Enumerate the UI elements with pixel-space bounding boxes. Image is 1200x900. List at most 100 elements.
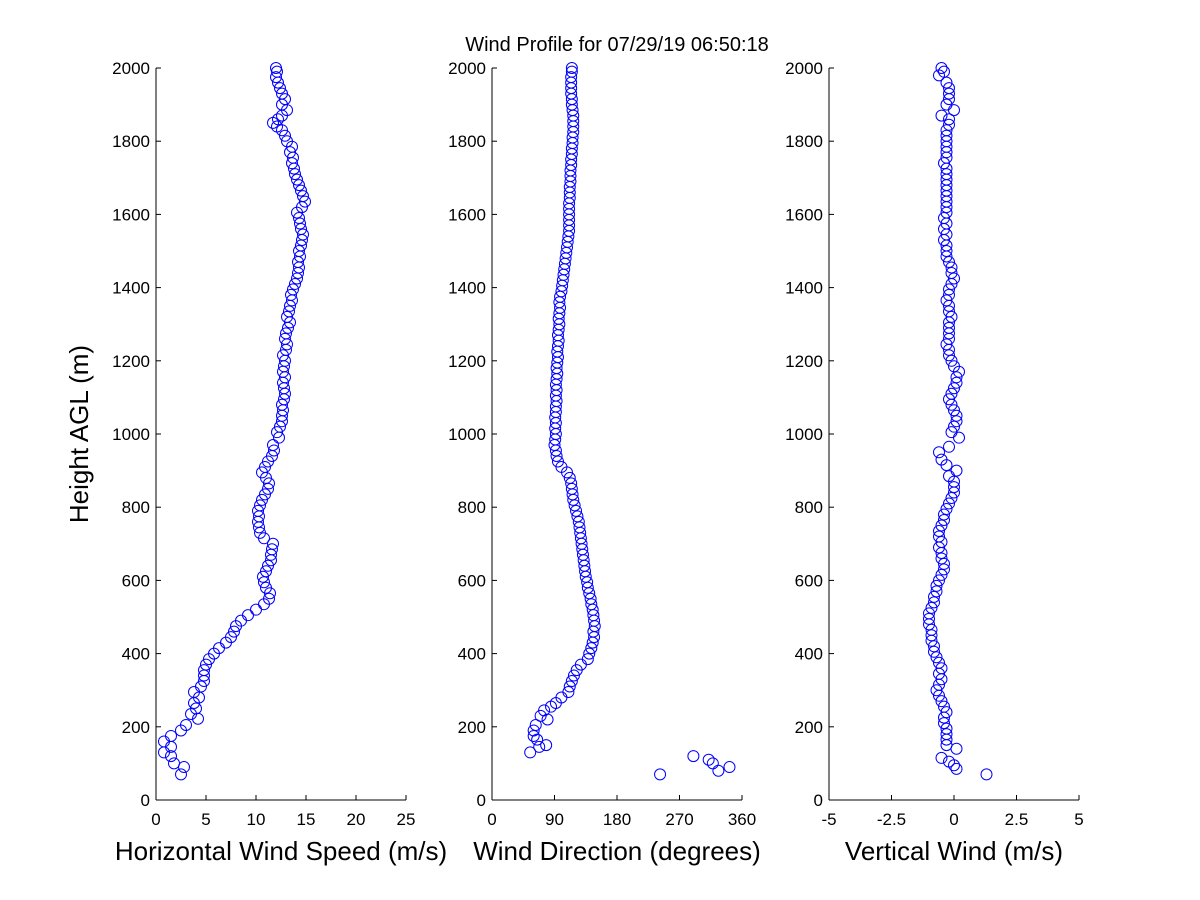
vertical-wind-data-point	[943, 349, 955, 362]
horizontal-wind-speed-y-tick-label: 1800	[112, 132, 150, 151]
vertical-wind-data-point	[938, 508, 950, 521]
vertical-wind-data-point	[948, 404, 960, 417]
vertical-wind-data-point	[943, 255, 955, 268]
vertical-wind-data-point	[945, 310, 958, 323]
wind-direction-y-tick-label: 1400	[448, 279, 486, 298]
vertical-wind-data-point	[943, 288, 955, 301]
horizontal-wind-speed-data-point	[270, 62, 282, 74]
horizontal-wind-speed-data-point	[271, 426, 283, 439]
vertical-wind-data-point	[980, 768, 993, 781]
vertical-wind-data-point	[940, 76, 953, 89]
horizontal-wind-speed-x-tick-label: 15	[297, 810, 316, 829]
wind-direction-y-tick-label: 400	[458, 645, 486, 664]
vertical-wind-data-point	[940, 338, 953, 351]
vertical-wind-data-point	[933, 446, 945, 459]
horizontal-wind-speed-data-point	[250, 603, 262, 616]
vertical-wind-data-point	[938, 700, 950, 713]
wind-direction-data-point	[687, 750, 700, 763]
vertical-wind-data-point	[943, 118, 955, 131]
wind-direction-data-point	[581, 653, 594, 666]
vertical-wind-data-point	[935, 695, 948, 708]
wind-direction-data-point	[702, 753, 715, 766]
vertical-wind-data-point	[935, 662, 948, 675]
horizontal-wind-speed-data-point	[262, 559, 274, 572]
horizontal-wind-speed-panel: 0 200 400 600 800 1000 1200 1400 1600 1800 2000 0 5 1…	[64, 59, 447, 866]
horizontal-wind-speed-data-point	[279, 129, 291, 142]
horizontal-wind-speed-data-point	[297, 228, 309, 241]
horizontal-wind-speed-data-point	[271, 120, 283, 133]
wind-direction-data-point	[524, 746, 537, 759]
vertical-wind-data-point	[930, 684, 943, 697]
wind-direction-data-point	[572, 515, 585, 528]
wind-direction-x-axis-label: Wind Direction (degrees)	[473, 836, 761, 866]
vertical-wind-data-point	[930, 651, 943, 664]
wind-direction-data-point	[565, 71, 578, 84]
vertical-wind-data-point	[938, 65, 950, 78]
wind-direction-y-tick-label: 600	[458, 571, 486, 590]
wind-direction-data-point	[565, 477, 578, 490]
horizontal-wind-speed-data-point	[195, 680, 207, 693]
vertical-wind-data-point	[935, 109, 948, 122]
vertical-wind-data-point	[940, 503, 953, 516]
wind-direction-data-point	[723, 761, 736, 774]
vertical-wind-data-point	[945, 261, 958, 274]
horizontal-wind-speed-data-point	[294, 217, 306, 230]
vertical-wind-data-point	[943, 497, 955, 510]
vertical-wind-data-point	[945, 387, 958, 400]
vertical-wind-y-tick-label: 0	[814, 791, 823, 810]
horizontal-wind-speed-data-point	[279, 332, 291, 345]
vertical-wind-data-point	[933, 530, 945, 543]
vertical-wind-data-point	[945, 266, 958, 279]
vertical-wind-data-point	[943, 283, 955, 296]
horizontal-wind-speed-data-point	[289, 168, 301, 181]
horizontal-wind-speed-data-point	[276, 398, 288, 411]
vertical-wind-data-point	[925, 629, 938, 642]
horizontal-wind-speed-data-point	[297, 190, 309, 203]
horizontal-wind-speed-data-point	[280, 327, 292, 340]
horizontal-wind-speed-data-point	[293, 212, 305, 225]
vertical-wind-data-point	[935, 535, 948, 548]
wind-direction-y-tick-label: 1800	[448, 132, 486, 151]
vertical-wind-data-point	[935, 552, 948, 565]
vertical-wind-panel: 0 200 400 600 800 1000 1200 1400 1600 1800 2000 -5 -…	[785, 59, 1084, 866]
vertical-wind-data-point	[950, 371, 963, 384]
wind-direction-data-point	[567, 669, 580, 682]
vertical-wind-data-point	[943, 440, 955, 453]
vertical-wind-data-point	[948, 272, 960, 285]
horizontal-wind-speed-y-tick-label: 1000	[112, 425, 150, 444]
horizontal-wind-speed-data-point	[260, 565, 272, 578]
wind-direction-y-tick-label: 1600	[448, 205, 486, 224]
vertical-wind-x-axis-label: Vertical Wind (m/s)	[845, 836, 1063, 866]
vertical-wind-data-point	[928, 645, 940, 658]
horizontal-wind-speed-x-axis-label: Horizontal Wind Speed (m/s)	[115, 836, 447, 866]
wind-direction-y-tick-label: 200	[458, 718, 486, 737]
vertical-wind-y-tick-label: 1000	[785, 425, 823, 444]
horizontal-wind-speed-y-axis-label: Height AGL (m)	[64, 345, 94, 523]
horizontal-wind-speed-y-tick-label: 0	[141, 791, 150, 810]
horizontal-wind-speed-y-tick-label: 1600	[112, 205, 150, 224]
vertical-wind-data-point	[925, 601, 938, 614]
horizontal-wind-speed-data-point	[289, 277, 301, 290]
horizontal-wind-speed-data-point	[268, 444, 280, 457]
vertical-wind-data-point	[940, 294, 953, 307]
horizontal-wind-speed-y-tick-label: 200	[122, 718, 150, 737]
horizontal-wind-speed-data-point	[272, 113, 284, 126]
horizontal-wind-speed-data-point	[225, 631, 237, 644]
vertical-wind-data-point	[943, 82, 955, 95]
vertical-wind-y-tick-label: 400	[795, 645, 823, 664]
horizontal-wind-speed-data-point	[274, 82, 286, 95]
wind-direction-data-point	[527, 724, 540, 737]
vertical-wind-data-point	[935, 519, 948, 532]
horizontal-wind-speed-y-tick-label: 1400	[112, 279, 150, 298]
vertical-wind-y-tick-label: 200	[795, 718, 823, 737]
vertical-wind-data-point	[943, 113, 955, 126]
wind-direction-data-point	[584, 592, 597, 605]
vertical-wind-data-point	[940, 706, 953, 719]
wind-direction-y-tick-label: 1000	[448, 425, 486, 444]
vertical-wind-x-tick-label: 2.5	[1005, 810, 1029, 829]
vertical-wind-data-point	[945, 492, 958, 505]
wind-direction-x-tick-label: 360	[728, 810, 756, 829]
vertical-wind-data-point	[950, 464, 963, 477]
wind-direction-data-point	[571, 510, 584, 523]
wind-direction-x-tick-label: 90	[545, 810, 564, 829]
